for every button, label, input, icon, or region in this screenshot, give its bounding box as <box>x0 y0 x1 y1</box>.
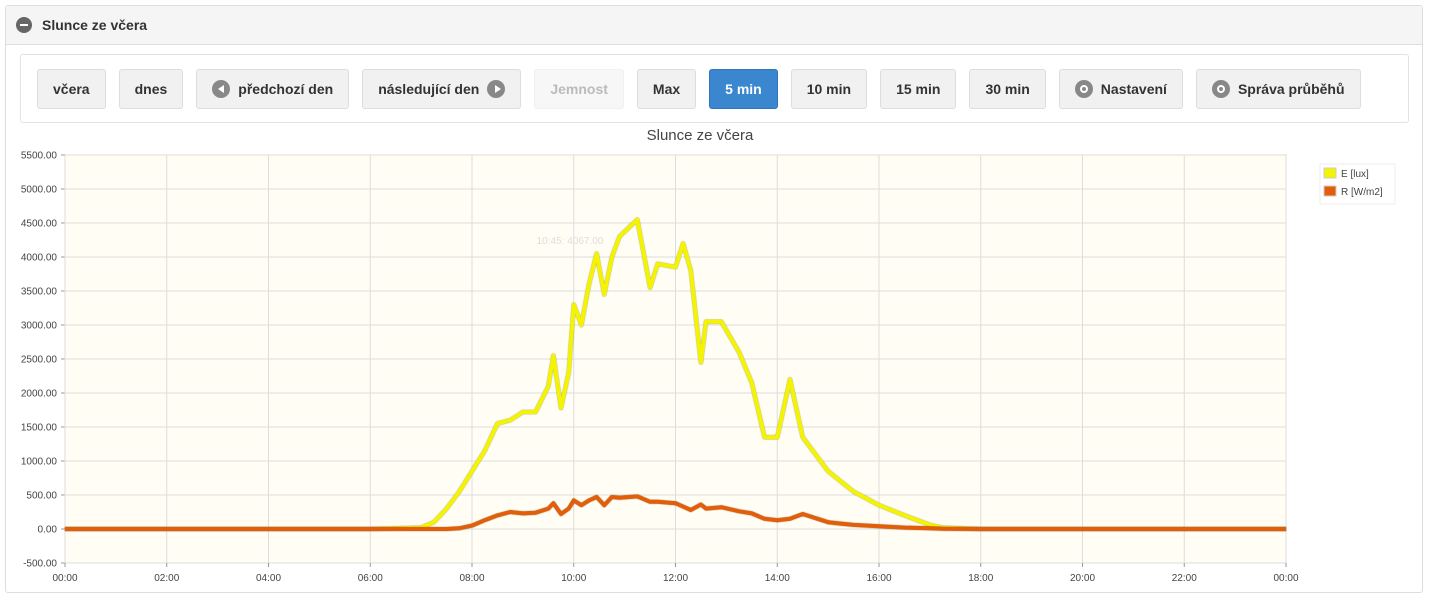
toolbar: včera dnes předchozí den následující den… <box>20 54 1409 123</box>
icon <box>1074 79 1093 98</box>
y-tick-label: 4500.00 <box>21 219 58 230</box>
button[interactable]: dnes <box>118 68 184 109</box>
legend-label: R [W/m2] <box>1341 187 1383 198</box>
button-label: 5 min <box>725 80 762 97</box>
button-label: předchozí den <box>238 80 334 97</box>
button-label: následující den <box>378 80 480 97</box>
y-tick-label: 5500.00 <box>21 151 58 162</box>
panel: Slunce ze včera včera dnes předchozí den… <box>5 5 1423 593</box>
x-tick-label: 02:00 <box>154 573 179 584</box>
y-tick-label: 0.00 <box>38 525 58 536</box>
icon <box>212 79 231 98</box>
button[interactable]: Nastavení <box>1058 68 1183 109</box>
panel-header: Slunce ze včera <box>6 6 1422 45</box>
panel-title: Slunce ze včera <box>42 17 148 33</box>
button[interactable]: 10 min <box>790 68 868 109</box>
y-tick-label: 3000.00 <box>21 321 58 332</box>
x-tick-label: 08:00 <box>459 573 484 584</box>
x-tick-label: 10:00 <box>561 573 586 584</box>
legend-label: E [lux] <box>1341 169 1369 180</box>
y-tick-label: 1000.00 <box>21 457 58 468</box>
legend-swatch <box>1323 185 1337 197</box>
button-label: včera <box>53 80 90 97</box>
x-tick-label: 18:00 <box>968 573 993 584</box>
button[interactable]: předchozí den <box>196 68 350 109</box>
x-tick-label: 16:00 <box>866 573 891 584</box>
legend-swatch <box>1323 167 1337 179</box>
icon <box>487 79 506 98</box>
button: Jemnost <box>534 68 624 109</box>
collapse-icon[interactable] <box>16 17 32 33</box>
y-tick-label: 5000.00 <box>21 185 58 196</box>
button-label: Správa průběhů <box>1237 80 1345 97</box>
x-tick-label: 06:00 <box>358 573 383 584</box>
button[interactable]: 5 min <box>709 68 778 109</box>
y-tick-label: -500.00 <box>23 559 57 570</box>
button[interactable]: Max <box>636 68 697 109</box>
series-line <box>65 494 1286 531</box>
x-tick-label: 14:00 <box>765 573 790 584</box>
button-label: Jemnost <box>550 80 608 97</box>
x-tick-label: 20:00 <box>1070 573 1095 584</box>
x-tick-label: 12:00 <box>663 573 688 584</box>
button-label: Nastavení <box>1100 80 1167 97</box>
button[interactable]: následující den <box>362 68 522 109</box>
y-tick-label: 3500.00 <box>21 287 58 298</box>
button[interactable]: Správa průběhů <box>1195 68 1361 109</box>
chart-title: Slunce ze včera <box>647 127 754 144</box>
button-label: 30 min <box>985 80 1030 97</box>
x-tick-label: 22:00 <box>1172 573 1197 584</box>
y-tick-label: 4000.00 <box>21 253 58 264</box>
button[interactable]: včera <box>37 68 106 109</box>
tooltip-ghost: 10:45: 4067.00 <box>537 236 604 247</box>
button-label: Max <box>652 80 681 97</box>
button-label: 15 min <box>896 80 941 97</box>
y-tick-label: 2500.00 <box>21 355 58 366</box>
x-tick-label: 00:00 <box>1273 573 1298 584</box>
button[interactable]: 30 min <box>969 68 1046 109</box>
icon <box>1211 79 1230 98</box>
x-tick-label: 00:00 <box>52 573 77 584</box>
button-label: dnes <box>134 80 168 97</box>
button[interactable]: 15 min <box>880 68 957 109</box>
x-tick-label: 04:00 <box>256 573 281 584</box>
series-line <box>65 217 1286 531</box>
y-tick-label: 500.00 <box>26 491 57 502</box>
button-label: 10 min <box>806 80 852 97</box>
y-tick-label: 2000.00 <box>21 389 58 400</box>
y-tick-label: 1500.00 <box>21 423 58 434</box>
